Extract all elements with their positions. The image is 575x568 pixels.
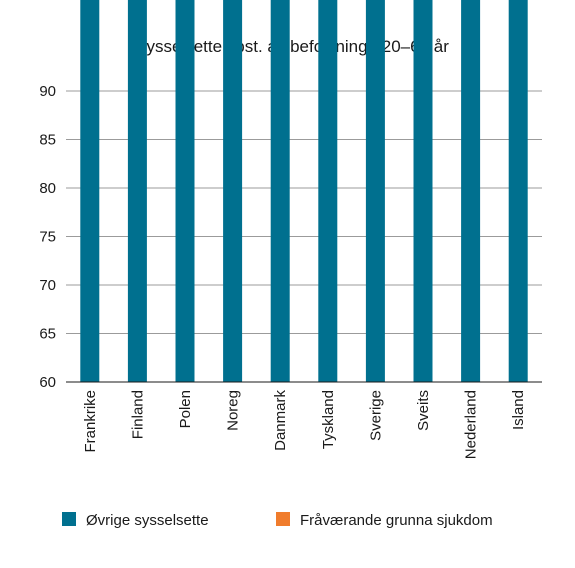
bar-ovrige-polen [175,0,195,383]
y-tick-label: 75 [39,229,56,246]
legend: Øvrige sysselsette Fråværande grunna sjuk… [62,512,493,529]
bars [80,0,528,383]
bar-ovrige-sveits [413,0,433,383]
x-axis-labels: Frankrike Finland Polen Noreg Danmark Tysklan… [82,390,527,460]
x-tick-label: Tyskland [320,390,337,449]
x-tick-label: Sverige [367,390,384,441]
y-axis-ticks: 60 65 70 75 80 85 90 [39,83,56,391]
x-tick-label: Danmark [272,390,289,451]
legend-label: Fråværande grunna sjukdom [300,512,493,529]
x-tick-label: Noreg [225,390,242,431]
y-tick-label: 70 [39,277,56,294]
y-tick-label: 85 [39,132,56,149]
x-tick-label: Frankrike [82,390,99,453]
bar-ovrige-finland [127,0,147,382]
y-tick-label: 90 [39,83,56,100]
y-tick-label: 60 [39,374,56,391]
bar-ovrige-noreg [223,0,243,382]
y-tick-label: 80 [39,180,56,197]
bar-ovrige-nederland [461,0,481,382]
bar-ovrige-tyskland [318,0,338,382]
x-tick-label: Nederland [463,390,480,459]
y-tick-label: 65 [39,326,56,343]
x-tick-label: Island [510,390,527,430]
bar-ovrige-island [508,0,528,382]
bar-ovrige-danmark [270,0,290,382]
bar-ovrige-sverige [365,0,385,382]
x-tick-label: Finland [129,390,146,439]
legend-swatch [62,512,76,526]
x-tick-label: Polen [177,390,194,428]
legend-label: Øvrige sysselsette [86,512,209,529]
legend-swatch [276,512,290,526]
x-tick-label: Sveits [415,390,432,431]
bar-ovrige-frankrike [80,0,100,383]
